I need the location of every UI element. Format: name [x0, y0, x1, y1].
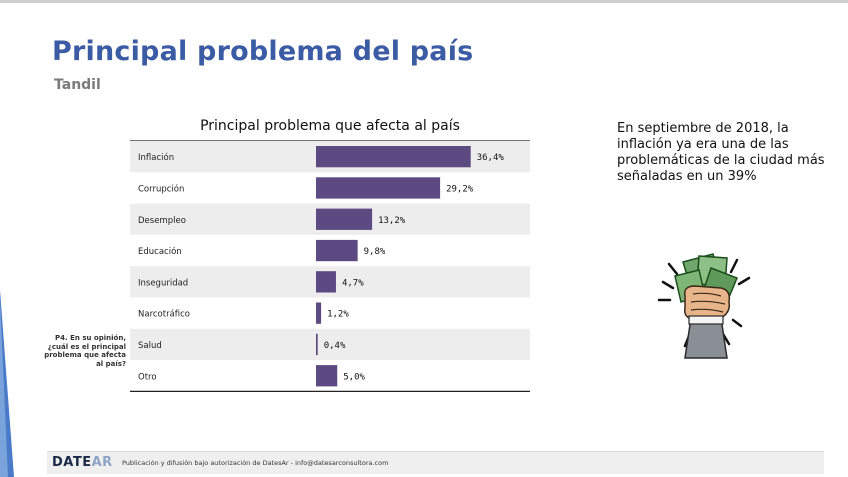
bar — [316, 271, 336, 293]
footer-text: Publicación y difusión bajo autorización… — [122, 459, 389, 467]
category-label: Inseguridad — [138, 278, 188, 288]
bar — [316, 302, 322, 324]
value-label: 9,8% — [364, 247, 386, 257]
row-band — [130, 297, 530, 329]
page-subtitle: Tandil — [54, 77, 101, 93]
footer-bar: DATEAR Publicación y difusión bajo autor… — [47, 451, 824, 474]
value-label: 36,4% — [477, 153, 505, 163]
question-text: P4. En su opinión, ¿cuál es el principal… — [44, 334, 126, 368]
category-label: Otro — [138, 372, 157, 382]
chart-svg: Inflación 36,4% Corrupción 29,2% Desempleo 13… — [130, 140, 530, 392]
bar — [316, 239, 358, 262]
bar — [316, 177, 441, 199]
value-label: 0,4% — [324, 341, 346, 351]
top-divider — [0, 0, 848, 3]
value-label: 13,2% — [378, 216, 406, 226]
chart-title: Principal problema que afecta al país — [200, 118, 460, 134]
category-label: Corrupción — [138, 183, 184, 194]
row-band — [130, 328, 530, 361]
category-label: Narcotráfico — [138, 310, 190, 320]
value-label: 29,2% — [446, 184, 474, 194]
bar — [316, 208, 373, 230]
category-label: Salud — [138, 341, 162, 351]
bar — [316, 365, 338, 387]
annotation-text: En septiembre de 2018, la inflación ya e… — [617, 121, 825, 184]
value-label: 5,0% — [343, 372, 365, 382]
category-label: Educación — [138, 246, 182, 257]
category-label: Desempleo — [138, 216, 186, 226]
footer-logo: DATEAR — [52, 455, 113, 470]
value-label: 4,7% — [342, 278, 364, 288]
bar — [316, 333, 318, 356]
money-fist-icon — [657, 253, 751, 359]
value-label: 1,2% — [327, 310, 349, 320]
page-title: Principal problema del país — [52, 36, 474, 67]
left-accent-stripe — [0, 290, 14, 477]
bar — [316, 146, 471, 168]
bar-chart: Inflación 36,4% Corrupción 29,2% Desempleo 13… — [130, 114, 530, 394]
category-label: Inflación — [138, 152, 174, 163]
